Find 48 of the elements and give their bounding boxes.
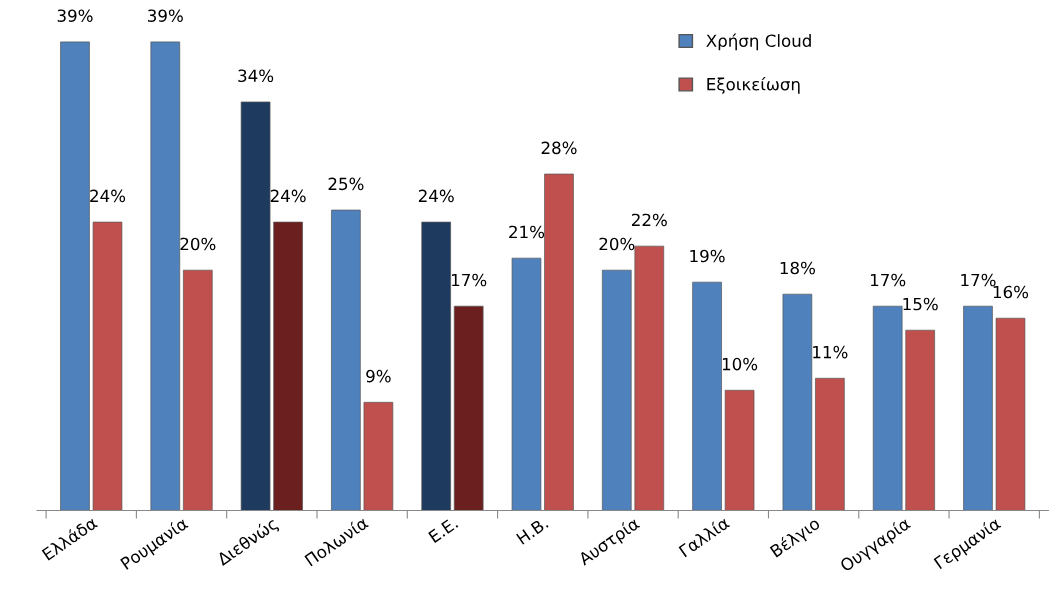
data-label: 17% (870, 273, 906, 287)
data-label: 22% (631, 213, 667, 227)
data-label: 20% (180, 237, 216, 251)
bar (724, 389, 755, 511)
bar (60, 41, 90, 511)
data-label: 39% (148, 9, 183, 22)
data-label: 20% (599, 237, 635, 251)
bar (453, 305, 484, 511)
bar (92, 221, 123, 511)
data-label: 24% (270, 189, 306, 203)
bar (601, 269, 632, 511)
bar (150, 41, 181, 511)
legend-label: Εξοικείωση (707, 76, 800, 94)
bar (995, 317, 1026, 511)
bar (782, 293, 813, 511)
bar (634, 245, 665, 511)
data-label: 39% (57, 9, 93, 22)
data-label: 25% (328, 177, 364, 191)
data-label: 19% (690, 249, 725, 263)
bar (363, 401, 394, 511)
data-label: 11% (813, 345, 848, 359)
data-label: 34% (238, 69, 274, 83)
bar (273, 221, 303, 511)
data-label: 28% (541, 141, 577, 155)
bar (905, 329, 935, 511)
data-label: 10% (722, 357, 758, 371)
bar (544, 173, 574, 511)
data-label: 16% (993, 285, 1029, 299)
bar (692, 281, 722, 511)
data-label: 9% (366, 369, 391, 383)
data-label: 17% (452, 273, 487, 287)
bar (815, 377, 845, 511)
data-label: 24% (90, 189, 126, 203)
bar (331, 209, 361, 511)
data-label: 24% (418, 189, 454, 203)
data-label: 15% (903, 297, 938, 311)
bar (421, 221, 451, 511)
bar (872, 305, 903, 511)
legend-label: Χρήση Cloud (706, 33, 811, 51)
data-label: 21% (509, 225, 545, 239)
bar (183, 269, 213, 511)
x-tick-label: Η.Β. (516, 516, 549, 545)
data-label: 18% (780, 261, 815, 275)
bar (511, 257, 542, 511)
bar (963, 305, 993, 511)
data-label: 17% (961, 273, 996, 287)
x-tick-label: Ε.Ε. (428, 516, 459, 543)
bar (240, 101, 271, 511)
